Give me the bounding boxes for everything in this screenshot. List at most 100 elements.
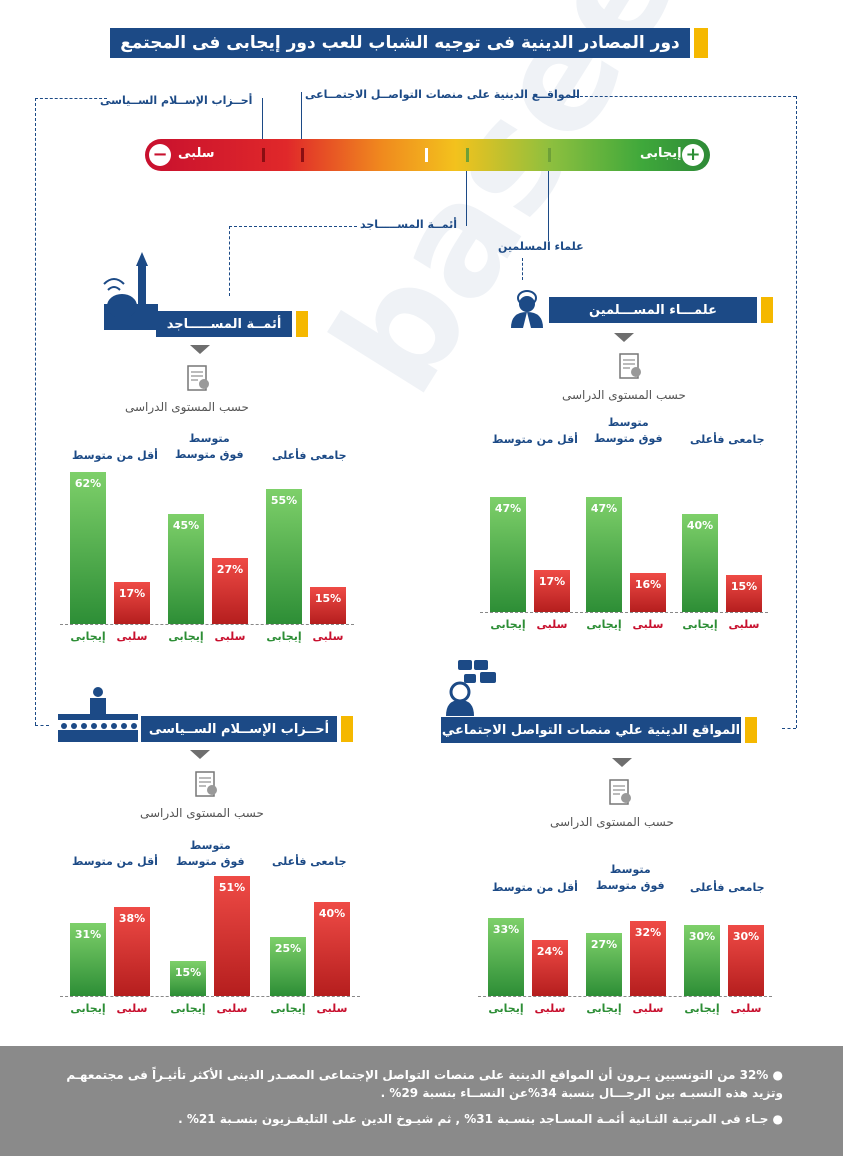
footer — [0, 1046, 843, 1156]
data-label: 32% — [634, 926, 662, 939]
connector-imams-v — [229, 226, 230, 296]
bar-positive — [488, 918, 524, 996]
series-label-negative: سلبى — [534, 1002, 566, 1015]
page-title: دور المصادر الدينية فى توجيه الشباب للعب… — [110, 28, 690, 58]
imams-chart: 62% إيجابى 17% سلبى 45% إيجابى 27% سلبى 55% إيجاب… — [60, 460, 360, 660]
bar-negative — [212, 558, 248, 624]
certificate-icon — [609, 779, 631, 805]
footer-line-1: ● 32% من التونسيين يـرون أن المواقع الدي… — [66, 1068, 783, 1082]
footer-line-2: وتزيد هذه النسبـه بين الرجـــال بنسبة 34… — [380, 1086, 783, 1100]
series-label-positive: إيجابى — [490, 618, 526, 631]
bar-negative — [726, 575, 762, 612]
imams-cat-3: جامعى فأعلى — [272, 449, 347, 462]
series-label-positive: إيجابى — [168, 630, 204, 643]
bar-negative — [314, 902, 350, 996]
parties-cat-2: متوسط فوق متوسط — [176, 839, 245, 868]
series-label-negative: سلبى — [728, 618, 760, 631]
scholars-cat-3: جامعى فأعلى — [690, 433, 765, 446]
bar-negative — [534, 570, 570, 612]
scale-tick-mid — [466, 148, 469, 162]
scale-tick-websites — [301, 148, 304, 162]
chart-baseline — [478, 996, 772, 997]
scholars-subtitle: حسب المستوى الدراسى — [562, 388, 686, 402]
certificate-icon — [187, 365, 209, 391]
bar-positive — [270, 937, 306, 996]
bar-negative — [630, 921, 666, 996]
data-label: 15% — [730, 580, 758, 593]
bar-negative — [114, 907, 150, 996]
data-label: 17% — [118, 587, 146, 600]
bar-positive — [586, 497, 622, 612]
marker-scholars-line — [548, 171, 549, 241]
connector-scholars-v — [522, 258, 523, 280]
bar-positive — [168, 514, 204, 624]
scale-negative-label: سلبى — [178, 146, 215, 161]
mosque-icon — [103, 252, 158, 330]
bar-negative — [310, 587, 346, 624]
websites-title-bar: المواقع الدينية علي منصات التواصل الاجتم… — [441, 717, 741, 743]
websites-cat-2: متوسط فوق متوسط — [596, 863, 665, 892]
bar-negative — [728, 925, 764, 996]
data-label: 25% — [274, 942, 302, 955]
parties-down-triangle — [190, 750, 210, 759]
chart-baseline — [60, 624, 354, 625]
series-label-positive: إيجابى — [170, 1002, 206, 1015]
scale-tick-scholars — [548, 148, 551, 162]
imams-title-bar: أئمــة المســـــاجد — [156, 311, 292, 337]
series-label-positive: إيجابى — [266, 630, 302, 643]
data-label: 16% — [634, 578, 662, 591]
chart-baseline — [480, 612, 768, 613]
bar-positive — [70, 472, 106, 624]
series-label-positive: إيجابى — [70, 630, 106, 643]
data-label: 47% — [494, 502, 522, 515]
scale-tick-parties — [262, 148, 265, 162]
watermark: baseera — [300, 0, 807, 423]
bar-negative — [214, 876, 250, 996]
title-accent — [694, 28, 708, 58]
parliament-icon — [58, 687, 138, 742]
bar-negative — [532, 940, 568, 996]
series-label-negative: سلبى — [632, 618, 664, 631]
series-label-positive: إيجابى — [70, 1002, 106, 1015]
series-label-negative: سلبى — [632, 1002, 664, 1015]
parties-chart: 31% إيجابى 38% سلبى 15% إيجابى 51% سلبى 25% إيجاب… — [60, 870, 360, 1030]
marker-parties-line — [262, 98, 263, 150]
imams-cat-2: متوسط فوق متوسط — [175, 432, 244, 461]
data-label: 17% — [538, 575, 566, 588]
series-label-negative: سلبى — [216, 1002, 248, 1015]
frame-line-top-left — [35, 98, 107, 99]
websites-subtitle: حسب المستوى الدراسى — [550, 815, 674, 829]
bar-negative — [114, 582, 150, 624]
data-label: 40% — [686, 519, 714, 532]
series-label-negative: سلبى — [730, 1002, 762, 1015]
series-label-positive: إيجابى — [684, 1002, 720, 1015]
websites-down-triangle — [612, 758, 632, 767]
scholars-cat-2: متوسط فوق متوسط — [594, 416, 663, 445]
bar-positive — [266, 489, 302, 624]
certificate-icon — [195, 771, 217, 797]
websites-title-accent — [745, 717, 757, 743]
imams-cat-1: أقل من متوسط — [72, 449, 158, 462]
minus-icon: − — [149, 144, 171, 166]
parties-cat-1: أقل من متوسط — [72, 855, 158, 868]
data-label: 24% — [536, 945, 564, 958]
data-label: 33% — [492, 923, 520, 936]
bar-negative — [630, 573, 666, 612]
frame-arrow-right — [782, 728, 796, 729]
series-label-negative: سلبى — [116, 1002, 148, 1015]
series-label-positive: إيجابى — [586, 618, 622, 631]
connector-imams-h — [229, 226, 357, 227]
data-label: 15% — [314, 592, 342, 605]
data-label: 62% — [74, 477, 102, 490]
scholars-cat-1: أقل من متوسط — [492, 433, 578, 446]
bar-positive — [70, 923, 106, 996]
frame-line-top-right — [570, 96, 796, 97]
scholar-icon — [511, 290, 543, 328]
scale-positive-label: إيجابى — [640, 146, 682, 161]
imams-down-triangle — [190, 345, 210, 354]
websites-cat-1: أقل من متوسط — [492, 881, 578, 894]
frame-line-left — [35, 98, 36, 725]
series-label-positive: إيجابى — [682, 618, 718, 631]
imams-subtitle: حسب المستوى الدراسى — [125, 400, 249, 414]
series-label-negative: سلبى — [214, 630, 246, 643]
